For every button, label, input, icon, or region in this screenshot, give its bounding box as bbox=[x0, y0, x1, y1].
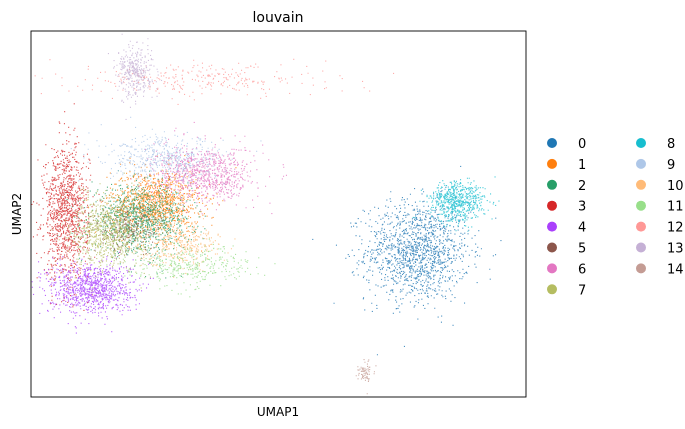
chart-title: louvain bbox=[253, 10, 304, 26]
legend-marker-9 bbox=[636, 158, 646, 169]
cluster-14-dots bbox=[355, 359, 377, 395]
legend-marker-2 bbox=[547, 179, 557, 190]
cluster-2-points bbox=[57, 170, 206, 279]
legend-marker-6 bbox=[547, 263, 557, 274]
cluster-6-dots bbox=[130, 121, 287, 215]
legend-label-0: 0 bbox=[578, 137, 586, 152]
legend-label-10: 10 bbox=[667, 179, 684, 194]
legend-marker-8 bbox=[636, 138, 646, 148]
legend-label-11: 11 bbox=[667, 200, 684, 215]
cluster-6-points bbox=[130, 121, 287, 215]
y-axis-label: UMAP2 bbox=[10, 193, 24, 235]
legend-label-3: 3 bbox=[578, 200, 586, 215]
legend-marker-4 bbox=[547, 221, 557, 232]
legend-label-12: 12 bbox=[667, 221, 684, 236]
cluster-8-dots bbox=[412, 176, 500, 232]
legend-marker-3 bbox=[547, 200, 557, 211]
cluster-8-points bbox=[412, 176, 500, 232]
cluster-12-points bbox=[34, 58, 395, 105]
legend-label-8: 8 bbox=[667, 137, 675, 152]
cluster-14-points bbox=[355, 359, 377, 395]
cluster-11-points bbox=[106, 238, 276, 298]
legend-label-14: 14 bbox=[667, 262, 684, 277]
legend-marker-13 bbox=[636, 242, 646, 253]
plot-frame bbox=[30, 30, 527, 398]
legend-label-5: 5 bbox=[578, 242, 586, 257]
cluster-7-points bbox=[51, 172, 165, 292]
cluster-5-points bbox=[74, 206, 164, 256]
legend-marker-10 bbox=[636, 179, 646, 190]
legend-marker-0 bbox=[547, 138, 557, 148]
cluster-4-points bbox=[31, 249, 154, 334]
legend-label-7: 7 bbox=[578, 283, 586, 298]
legend-marker-14 bbox=[636, 263, 646, 274]
legend-label-6: 6 bbox=[578, 262, 586, 277]
legend-label-13: 13 bbox=[667, 242, 684, 257]
cluster-13-dots bbox=[107, 33, 163, 121]
cluster-2-dots bbox=[57, 170, 206, 279]
legend-marker-5 bbox=[547, 242, 557, 253]
legend-label-9: 9 bbox=[667, 158, 675, 173]
legend-label-4: 4 bbox=[578, 221, 586, 236]
legend-marker-1 bbox=[547, 158, 557, 169]
scatter-points bbox=[31, 33, 502, 395]
cluster-0-dots bbox=[312, 165, 502, 356]
cluster-0-points bbox=[312, 165, 502, 356]
cluster-4-dots bbox=[31, 249, 154, 334]
x-axis-label: UMAP1 bbox=[257, 405, 299, 419]
legend-marker-11 bbox=[636, 200, 646, 211]
cluster-12-dots bbox=[34, 58, 395, 105]
cluster-5-dots bbox=[74, 206, 164, 256]
legend-marker-7 bbox=[547, 284, 557, 295]
legend-marker-12 bbox=[636, 221, 646, 232]
cluster-7-dots bbox=[51, 172, 165, 292]
legend-label-1: 1 bbox=[578, 158, 586, 173]
legend-label-2: 2 bbox=[578, 179, 586, 194]
cluster-13-points bbox=[107, 33, 163, 121]
cluster-11-dots bbox=[106, 238, 276, 298]
